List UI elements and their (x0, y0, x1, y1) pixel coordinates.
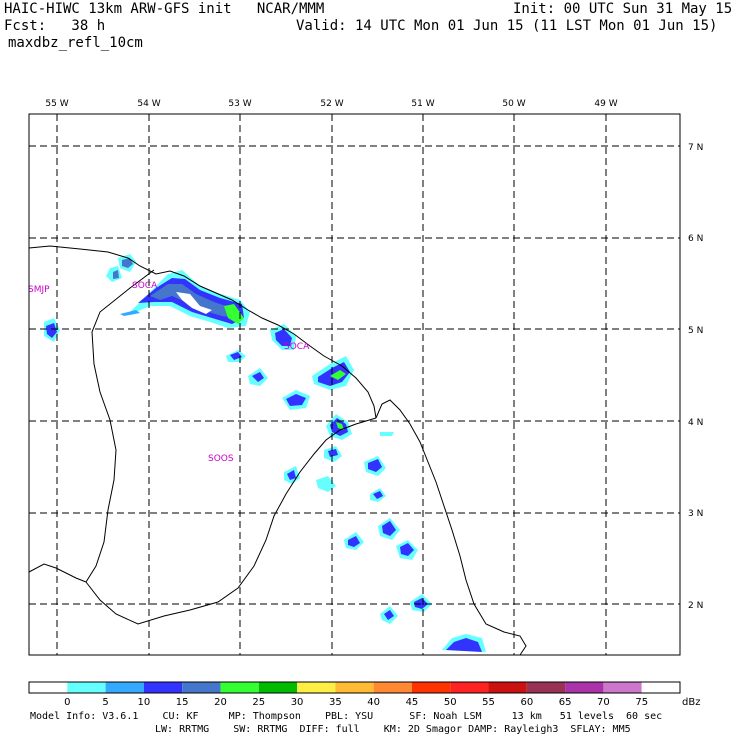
colorbar-cell (488, 682, 527, 693)
init-time: Init: 00 UTC Sun 31 May 15 (513, 1, 733, 17)
lat-label: 3 N (688, 509, 703, 519)
station-label-soos: SOOS (208, 454, 234, 464)
colorbar-tick-label: 60 (520, 697, 533, 708)
colorbar-cell (143, 682, 183, 693)
station-label-soca-west: SOCA (132, 281, 158, 291)
colorbar-cell (67, 682, 106, 693)
field-name: maxdbz_refl_10cm (8, 35, 143, 51)
colorbar-tick-label: 0 (64, 697, 70, 708)
colorbar-cell (373, 682, 412, 693)
lon-label: 55 W (45, 99, 68, 109)
colorbar-cell (220, 682, 259, 693)
colorbar-tick-label: 70 (597, 697, 610, 708)
lon-label: 51 W (411, 99, 434, 109)
reflectivity-field (44, 254, 486, 652)
lat-label: 2 N (688, 601, 703, 611)
lon-label: 54 W (137, 99, 160, 109)
lon-label: 52 W (320, 99, 343, 109)
colorbar-tick-label: 50 (444, 697, 457, 708)
colorbar-tick-label: 5 (102, 697, 108, 708)
colorbar-cell (565, 682, 604, 693)
colorbar-cell (182, 682, 221, 693)
colorbar-tick-label: 15 (176, 697, 189, 708)
lon-label: 50 W (502, 99, 525, 109)
colorbar-cell (641, 682, 680, 693)
colorbar-tick-label: 10 (138, 697, 151, 708)
colorbar-tick-label: 40 (367, 697, 380, 708)
forecast-hour: Fcst: 38 h (4, 18, 106, 34)
colorbar-tick-label: 30 (291, 697, 304, 708)
colorbar-tick-label: 20 (214, 697, 227, 708)
map-frame (28, 113, 681, 656)
colorbar-cell (297, 682, 336, 693)
station-labels: SMJP SOCA SOCA SOOS (28, 281, 310, 464)
colorbar-unit: dBz (682, 697, 700, 708)
colorbar-cell (526, 682, 566, 693)
station-label-smjp: SMJP (28, 285, 50, 295)
colorbar-tick-label: 35 (329, 697, 342, 708)
colorbar-tick-label: 75 (635, 697, 648, 708)
lon-label: 49 W (594, 99, 617, 109)
station-label-soca-east: SOCA (284, 342, 310, 352)
lon-label: 53 W (228, 99, 251, 109)
colorbar: 0 5 10 15 20 25 30 35 40 45 50 55 60 65 70 75 dBz (28, 681, 700, 708)
colorbar-cell (105, 682, 144, 693)
model-title: HAIC-HIWC 13km ARW-GFS init NCAR/MMM (4, 1, 325, 17)
colorbar-cell (603, 682, 642, 693)
lat-label: 5 N (688, 326, 703, 336)
model-info-line-1: Model Info: V3.6.1 CU: KF MP: Thompson P… (30, 711, 663, 722)
lat-label: 6 N (688, 234, 703, 244)
colorbar-tick-label: 55 (482, 697, 495, 708)
colorbar-cell (450, 682, 489, 693)
model-info-line-2: LW: RRTMG SW: RRTMG DIFF: full KM: 2D Sm… (155, 724, 631, 735)
colorbar-cell (29, 682, 68, 693)
lat-label: 7 N (688, 143, 703, 153)
colorbar-tick-label: 65 (559, 697, 572, 708)
colorbar-cell (411, 682, 451, 693)
colorbar-tick-label: 25 (252, 697, 265, 708)
valid-time: Valid: 14 UTC Mon 01 Jun 15 (11 LST Mon … (296, 18, 718, 34)
colorbar-cell (335, 682, 374, 693)
coastlines (28, 245, 527, 656)
lat-label: 4 N (688, 418, 703, 428)
lat-lon-grid (29, 114, 680, 655)
colorbar-cell (258, 682, 298, 693)
colorbar-tick-label: 45 (406, 697, 419, 708)
